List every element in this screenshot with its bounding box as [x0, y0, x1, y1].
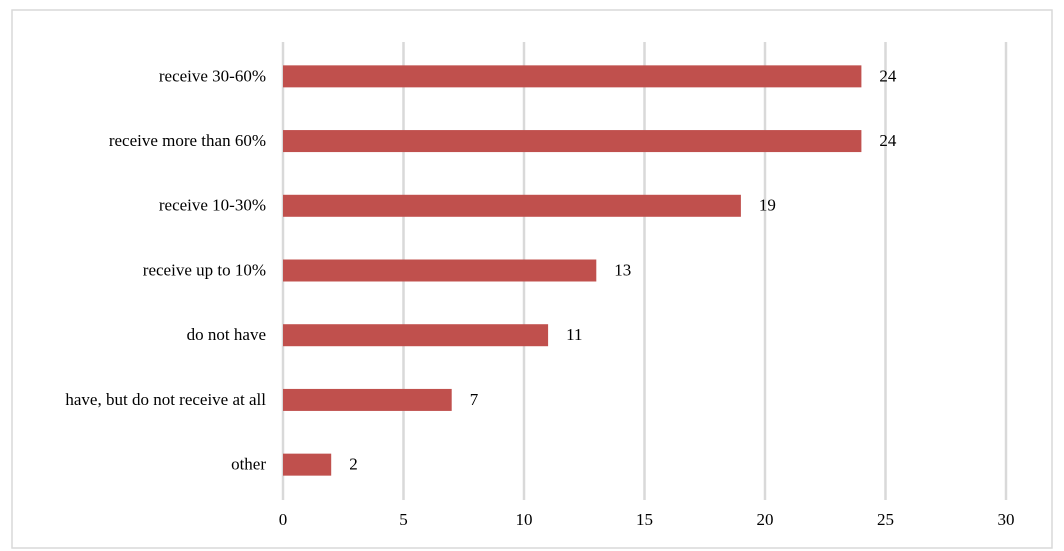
bar — [283, 194, 741, 217]
y-tick-label: receive 30-60% — [159, 66, 266, 85]
x-tick-label: 0 — [279, 510, 288, 529]
data-label: 2 — [349, 455, 358, 474]
bar — [283, 388, 452, 411]
data-label: 11 — [566, 325, 582, 344]
bar — [283, 130, 862, 153]
x-tick-label: 20 — [757, 510, 774, 529]
y-tick-label: receive up to 10% — [143, 260, 266, 279]
data-label: 19 — [759, 196, 776, 215]
bar — [283, 259, 597, 282]
y-tick-label: receive 10-30% — [159, 196, 266, 215]
data-label: 7 — [470, 390, 479, 409]
data-label: 24 — [879, 66, 897, 85]
y-tick-label: have, but do not receive at all — [65, 390, 266, 409]
y-tick-label: receive more than 60% — [109, 131, 266, 150]
x-tick-label: 15 — [636, 510, 653, 529]
x-tick-label: 30 — [998, 510, 1015, 529]
x-tick-label: 5 — [399, 510, 408, 529]
x-tick-label: 10 — [516, 510, 533, 529]
bar — [283, 65, 862, 88]
x-tick-label: 25 — [877, 510, 894, 529]
bar — [283, 324, 549, 347]
data-label: 24 — [879, 131, 897, 150]
data-label: 13 — [614, 260, 631, 279]
bar — [283, 453, 332, 476]
y-tick-label: do not have — [187, 325, 266, 344]
y-tick-label: other — [231, 455, 266, 474]
